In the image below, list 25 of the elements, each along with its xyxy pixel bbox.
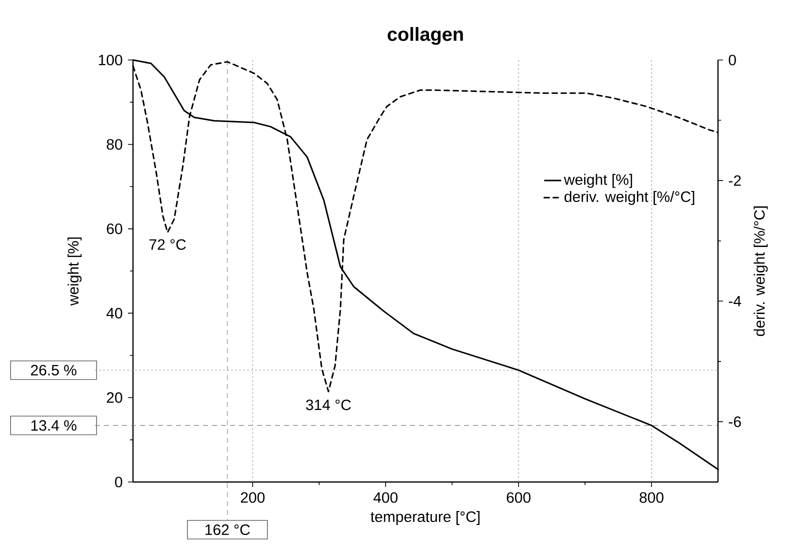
- x-axis-title: temperature [°C]: [370, 511, 480, 525]
- y-tick-label: 0: [115, 476, 122, 488]
- y2-axis-title: deriv. weight [%/°C]: [754, 206, 768, 336]
- y-tick-label: 60: [106, 223, 122, 234]
- y-axis-title: weight [%]: [68, 237, 82, 306]
- ref-line-label: 13.4 %: [31, 420, 76, 431]
- annotation: 314 °C: [306, 400, 351, 410]
- x-tick-label: 800: [640, 492, 664, 503]
- y-tick-label: 20: [106, 392, 122, 403]
- ref-line-label: 26.5 %: [31, 364, 76, 376]
- chart-title: collagen: [388, 27, 463, 45]
- ref-line-label: 162 °C: [206, 524, 250, 536]
- y-tick-label: 80: [106, 139, 122, 150]
- legend-label: weight [%]: [564, 174, 632, 188]
- x-tick-label: 400: [373, 492, 398, 503]
- y2-tick-label: -2: [728, 175, 741, 186]
- y2-tick-label: 0: [728, 54, 736, 66]
- y2-tick-label: -4: [728, 296, 742, 306]
- y2-tick-label: -6: [728, 416, 741, 428]
- annotation: 72 °C: [149, 239, 186, 250]
- x-tick-label: 600: [506, 492, 530, 503]
- y-tick-label: 100: [98, 54, 122, 66]
- y-tick-label: 40: [106, 308, 122, 319]
- x-tick-label: 200: [240, 492, 265, 503]
- legend-label: deriv. weight [%/°C]: [564, 190, 694, 205]
